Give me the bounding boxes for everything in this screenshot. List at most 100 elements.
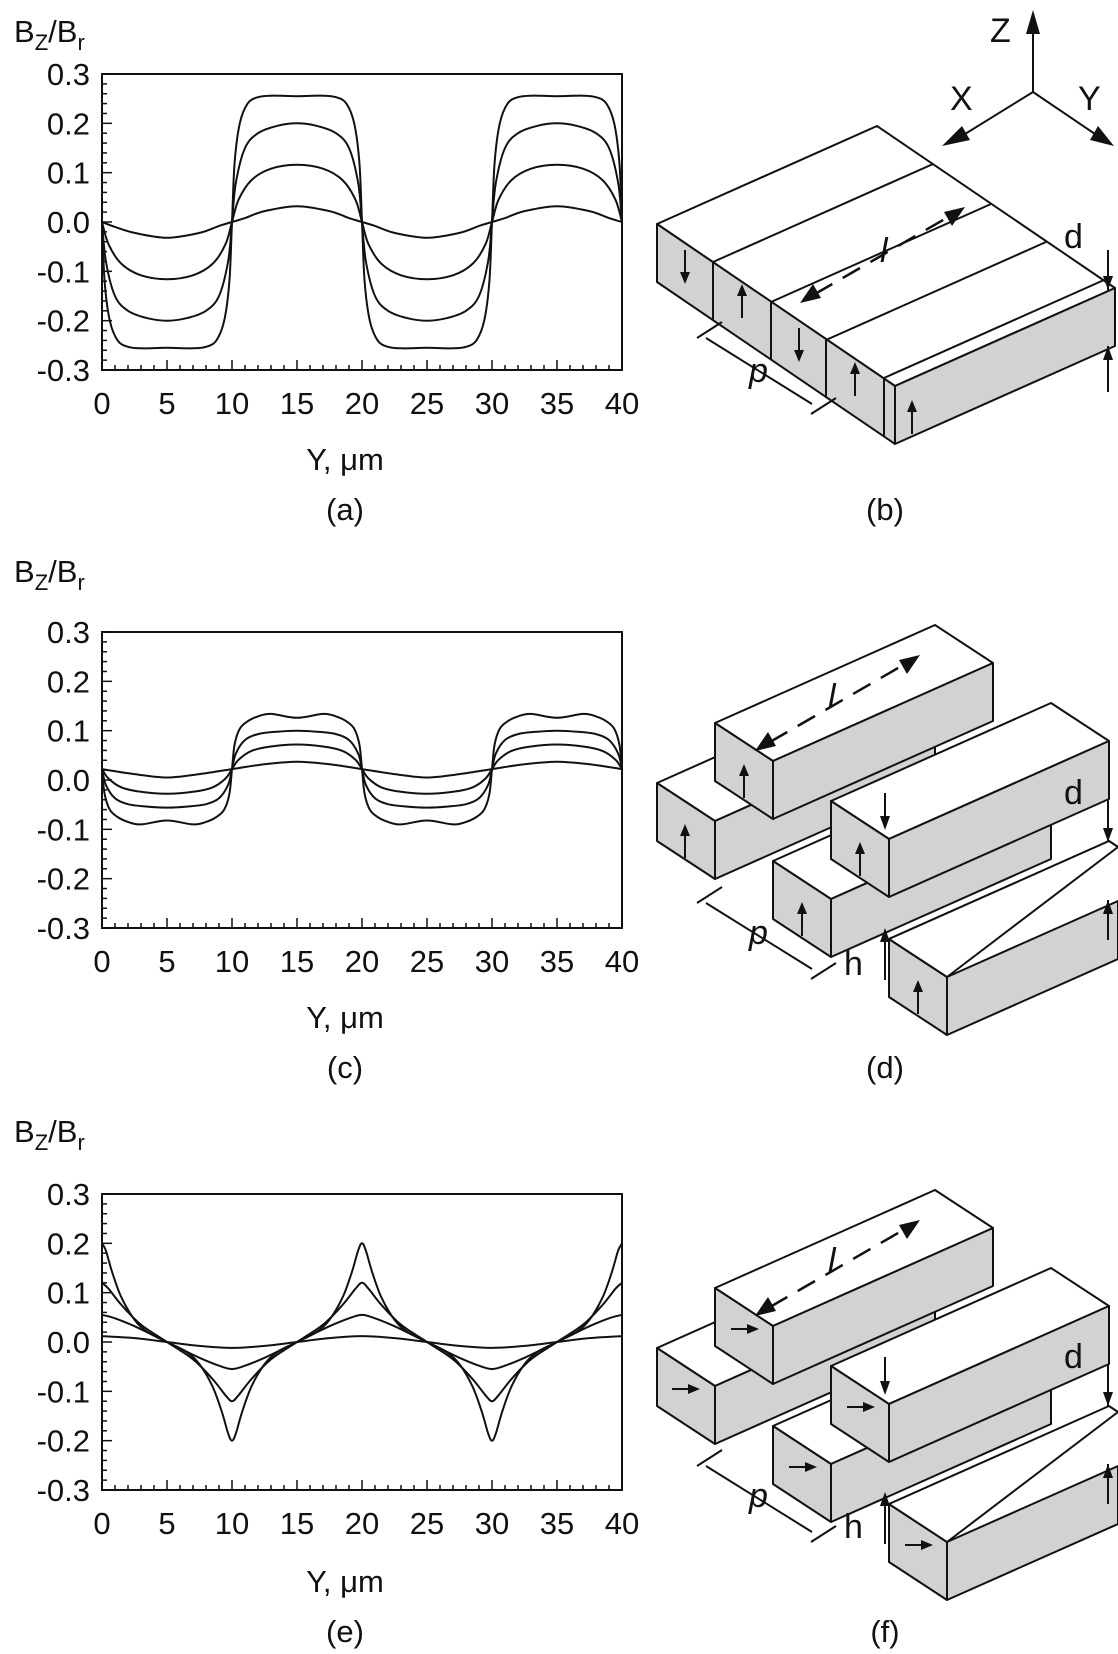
y-tick-label: -0.3	[37, 1473, 90, 1508]
panel-tag-b: (b)	[866, 492, 904, 527]
diagram-f: l p h d (f)	[656, 1189, 1118, 1649]
y-tick-label: -0.3	[37, 911, 90, 946]
x-tick-label: 15	[280, 944, 314, 979]
gap-dimension: h	[844, 793, 890, 983]
magnetization-arrow	[850, 362, 860, 396]
x-tick-label: 10	[215, 1506, 249, 1541]
thickness-label: d	[1064, 774, 1083, 812]
bar-lower	[888, 1405, 1118, 1601]
x-tick-label: 40	[605, 386, 639, 421]
period-label: p	[748, 914, 768, 952]
thickness-label: d	[1064, 218, 1083, 256]
x-tick-label: 35	[540, 386, 574, 421]
stripe-divider	[825, 241, 1047, 341]
panel-tag-a: (a)	[326, 492, 364, 527]
plot-frame	[101, 1193, 623, 1491]
chart-panel-a: BZ/Br 0 5 10 15 20 25 30 35 40 0.3 0.2 0.1 0.0 -0.1 -0…	[14, 14, 639, 527]
length-dimension: l	[800, 207, 965, 303]
thickness-label: d	[1064, 1338, 1083, 1376]
y-tick-label: -0.1	[37, 1374, 90, 1409]
gap-label: h	[844, 945, 863, 983]
plot-area: 0 5 10 15 20 25 30 35 40 0.3 0.2 0.1 0.0 -0.1 -0.2 -0.3	[37, 57, 640, 421]
slab-side	[894, 287, 1116, 445]
period-label: p	[748, 352, 768, 390]
y-tick-label: -0.2	[37, 1424, 90, 1459]
diagram-d: l p h d (d)	[656, 624, 1118, 1085]
x-tick-label: 0	[93, 1506, 110, 1541]
panel-tag-f: (f)	[870, 1614, 899, 1649]
series-line-2	[101, 1313, 623, 1371]
x-axis-label: X	[950, 80, 973, 118]
panel-tag-d: (d)	[866, 1050, 904, 1085]
series-line-4	[101, 1242, 623, 1442]
y-tick-label: 0.0	[47, 1325, 90, 1360]
magnetization-arrow	[855, 842, 865, 876]
magnetization-arrow	[739, 764, 749, 798]
y-tick-label: 0.1	[47, 714, 90, 749]
length-label: l	[828, 678, 837, 716]
stripe-divider	[712, 163, 934, 263]
y-tick-label: 0.3	[47, 1177, 90, 1212]
magnetization-arrow	[672, 1384, 700, 1394]
magnetization-arrow	[789, 1462, 817, 1472]
y-tick-label: 0.0	[47, 205, 90, 240]
y-tick-label: 0.2	[47, 1226, 90, 1261]
x-tick-label: 30	[475, 1506, 509, 1541]
thickness-dimension: d	[1064, 774, 1113, 940]
chart-panel-c: BZ/Br 0 5 10 15 20 25 30 35 40 0.3 0.2 0.1 0.0 -0.1 -0…	[14, 554, 639, 1085]
y-axis-label: BZ/Br	[14, 1114, 85, 1155]
x-tick-label: 25	[410, 1506, 444, 1541]
magnetization-arrow	[905, 1540, 933, 1550]
y-tick-label: -0.2	[37, 862, 90, 897]
x-tick-label: 30	[475, 386, 509, 421]
chart-panel-e: BZ/Br 0 5 10 15 20 25 30 35 40 0.3 0.2 0.1 0.0 -0.1 -0…	[14, 1114, 639, 1649]
x-tick-label: 15	[280, 1506, 314, 1541]
magnetization-arrow	[680, 250, 690, 284]
x-tick-label: 5	[158, 1506, 175, 1541]
z-axis-label: Z	[990, 12, 1011, 50]
x-tick-label: 15	[280, 386, 314, 421]
magnetization-arrow	[913, 980, 923, 1014]
x-tick-label: 35	[540, 944, 574, 979]
x-tick-label: 35	[540, 1506, 574, 1541]
y-axis-label: BZ/Br	[14, 554, 85, 595]
x-axis-label: Y, μm	[306, 442, 384, 477]
x-axis-label: Y, μm	[306, 1000, 384, 1035]
x-tick-label: 5	[158, 386, 175, 421]
x-tick-label: 30	[475, 944, 509, 979]
magnetization-arrow	[737, 284, 747, 318]
length-dimension: l	[755, 655, 920, 751]
length-label: l	[828, 1242, 837, 1280]
panel-tag-e: (e)	[326, 1614, 364, 1649]
x-arrowhead	[942, 126, 970, 146]
x-tick-label: 20	[345, 386, 379, 421]
diagram-b: Z X Y l p	[656, 10, 1116, 527]
x-axis-label: Y, μm	[306, 1564, 384, 1599]
y-axis-label: Y	[1078, 80, 1101, 118]
magnetization-arrow	[680, 824, 690, 858]
gap-dimension: h	[844, 1357, 890, 1546]
thickness-dimension: d	[1064, 1338, 1113, 1504]
y-tick-label: 0.2	[47, 664, 90, 699]
bar-upper	[830, 1267, 1110, 1463]
series-line-4	[101, 712, 623, 826]
y-tick-label: -0.1	[37, 812, 90, 847]
length-label: l	[880, 232, 889, 270]
series-line-3	[101, 1281, 623, 1403]
x-tick-label: 40	[605, 1506, 639, 1541]
thickness-dimension: d	[1064, 218, 1113, 392]
bar-lower	[888, 840, 1118, 1036]
x-tick-label: 20	[345, 1506, 379, 1541]
magnetization-arrow	[794, 328, 804, 362]
y-tick-label: -0.2	[37, 304, 90, 339]
magnetization-arrow	[797, 902, 807, 936]
y-tick-label: 0.1	[47, 156, 90, 191]
x-tick-label: 20	[345, 944, 379, 979]
y-tick-label: -0.1	[37, 254, 90, 289]
y-arrowhead	[1090, 126, 1114, 146]
x-tick-label: 25	[410, 944, 444, 979]
magnetization-arrow	[907, 400, 917, 434]
period-dimension: p	[696, 886, 837, 980]
x-tick-label: 0	[93, 386, 110, 421]
length-dimension: l	[755, 1220, 920, 1316]
